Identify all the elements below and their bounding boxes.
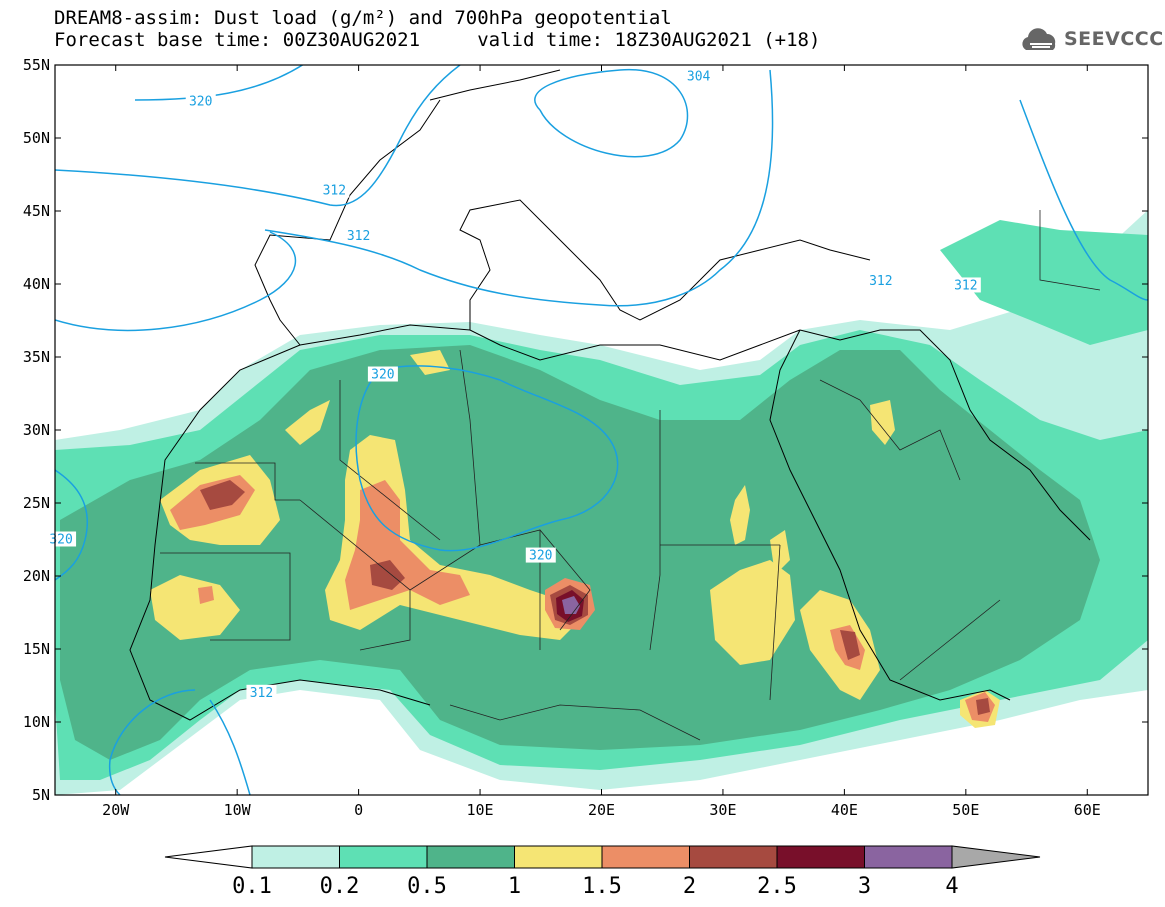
longitude-axis: 20W 10W 0 10E 20E 30E 40E 50E 60E bbox=[102, 65, 1101, 819]
map-title-line1: DREAM8-assim: Dust load (g/m²) and 700hP… bbox=[54, 7, 672, 29]
contour-label: 304 bbox=[687, 70, 711, 85]
colorbar-label: 1.5 bbox=[582, 874, 622, 899]
colorbar-segment bbox=[251, 845, 340, 869]
contour-label-bg bbox=[319, 182, 350, 198]
dust-band-0.2-asia bbox=[940, 220, 1148, 345]
contour-label-bg bbox=[865, 273, 896, 289]
colorbar-segment bbox=[514, 845, 603, 869]
lat-label: 30N bbox=[23, 421, 50, 439]
colorbar-segment bbox=[426, 845, 515, 869]
lat-label: 25N bbox=[23, 494, 50, 512]
colorbar-label: 0.2 bbox=[320, 874, 360, 899]
colorbar-over-arrow bbox=[951, 845, 1041, 869]
contour-label: 320 bbox=[189, 95, 212, 110]
colorbar-under-arrow bbox=[164, 845, 253, 869]
contour-label: 312 bbox=[250, 686, 273, 701]
contour-labels: 320 304 312 312 312 312 320 320 320 312 bbox=[46, 68, 981, 701]
colorbar-label: 4 bbox=[945, 874, 958, 899]
lat-label: 10N bbox=[23, 713, 50, 731]
colorbar: 0.1 0.2 0.5 1 1.5 2 2.5 3 4 bbox=[164, 845, 1041, 899]
lon-label: 60E bbox=[1074, 801, 1101, 819]
lat-label: 50N bbox=[23, 129, 50, 147]
contour-label-bg bbox=[46, 531, 77, 547]
colorbar-label: 0.1 bbox=[232, 874, 272, 899]
contour-label: 320 bbox=[529, 549, 552, 564]
colorbar-label: 1 bbox=[508, 874, 521, 899]
contour-label-bg bbox=[683, 68, 714, 84]
contour-label: 312 bbox=[347, 229, 370, 244]
colorbar-segment bbox=[689, 845, 778, 869]
colorbar-segment bbox=[776, 845, 865, 869]
country-borders bbox=[160, 210, 1101, 741]
contour-label: 312 bbox=[869, 274, 892, 289]
colorbar-label: 3 bbox=[858, 874, 871, 899]
contour-label-bg bbox=[185, 93, 216, 109]
coastlines bbox=[129, 69, 1091, 721]
lat-label: 15N bbox=[23, 640, 50, 658]
contour-label: 312 bbox=[323, 184, 346, 199]
lat-label: 20N bbox=[23, 567, 50, 585]
cloud-icon bbox=[1022, 28, 1056, 50]
lon-label: 10W bbox=[224, 801, 252, 819]
lat-label: 5N bbox=[32, 786, 50, 804]
colorbar-label: 2.5 bbox=[757, 874, 797, 899]
dust-shading bbox=[55, 65, 1148, 795]
lat-label: 55N bbox=[23, 56, 50, 74]
map-title-line2: Forecast base time: 00Z30AUG2021 valid t… bbox=[54, 29, 821, 51]
lat-label: 35N bbox=[23, 348, 50, 366]
contour-label: 312 bbox=[954, 278, 977, 293]
lat-label: 45N bbox=[23, 202, 50, 220]
contour-label-bg bbox=[950, 277, 981, 293]
colorbar-segment bbox=[339, 845, 428, 869]
colorbar-segment bbox=[601, 845, 690, 869]
lon-label: 20E bbox=[588, 801, 615, 819]
logo-text: SEEVCCC bbox=[1064, 28, 1164, 50]
contour-label-bg bbox=[367, 366, 398, 382]
lon-label: 10E bbox=[467, 801, 494, 819]
contour-label-bg bbox=[343, 227, 374, 243]
lon-label: 50E bbox=[952, 801, 979, 819]
colorbar-label: 2 bbox=[683, 874, 696, 899]
colorbar-segment bbox=[864, 845, 953, 869]
contour-label: 320 bbox=[371, 368, 394, 383]
latitude-axis: 55N 50N 45N 40N 35N 30N 25N 20N 15N 10N 5N bbox=[23, 56, 1148, 804]
contour-label: 320 bbox=[49, 533, 72, 548]
lat-label: 40N bbox=[23, 275, 50, 293]
lon-label: 40E bbox=[831, 801, 858, 819]
lon-label: 0 bbox=[354, 801, 363, 819]
lon-label: 20W bbox=[102, 801, 130, 819]
colorbar-label: 0.5 bbox=[407, 874, 447, 899]
lon-label: 30E bbox=[709, 801, 736, 819]
contour-label-bg bbox=[525, 547, 556, 563]
geopotential-contours bbox=[55, 65, 1148, 795]
seevccc-logo: SEEVCCC bbox=[1018, 26, 1163, 56]
contour-label-bg bbox=[246, 684, 277, 700]
